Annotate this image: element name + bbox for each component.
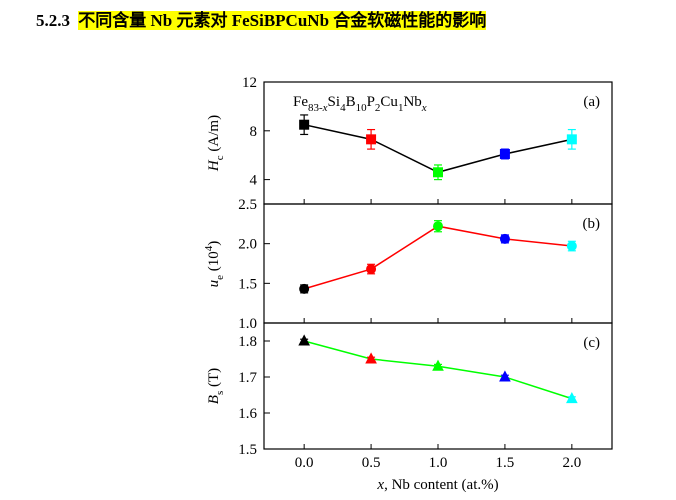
panel-3-ytick-label: 1.7 [238, 370, 257, 386]
panel-1-data-point [499, 148, 510, 159]
panel-3-y-axis-title: Bs (T) [206, 368, 226, 404]
panel-2-data-point [366, 264, 377, 275]
panel-2-ytick-label: 2.5 [238, 197, 257, 213]
panel-2-data-point [566, 241, 577, 252]
x-tick-label: 0.0 [295, 455, 314, 471]
panel-2-y-axis-title: ue (104) [203, 241, 226, 288]
panel-3-ytick-label: 1.5 [238, 442, 257, 458]
panel-2-ytick-label: 1.0 [238, 316, 257, 332]
panel-3-ytick-label: 1.8 [238, 334, 257, 350]
panel-1-ytick-label: 12 [242, 75, 257, 91]
panel-3-data-point [499, 370, 511, 382]
section-heading: 5.2.3 不同含量 Nb 元素对 FeSiBPCuNb 合金软磁性能的影响 [36, 6, 487, 31]
panel-2-data-point [499, 233, 510, 244]
x-tick-label: 2.0 [562, 455, 581, 471]
panel-2-series-line [303, 225, 572, 290]
panel-1-data-point [566, 134, 577, 145]
panel-1-label: (a) [583, 94, 600, 110]
section-title: 不同含量 Nb 元素对 FeSiBPCuNb 合金软磁性能的影响 [78, 11, 487, 30]
panel-1-data-point [299, 119, 310, 130]
panel-3-data-point [365, 352, 377, 364]
panel-2-data-point [299, 283, 310, 294]
panel-1-data-point [366, 134, 377, 145]
panel-1-ytick-label: 4 [250, 173, 258, 189]
panel-2-ytick-label: 1.5 [238, 276, 257, 292]
x-tick-label: 1.5 [496, 455, 515, 471]
panel-1-frame [263, 81, 613, 205]
panel-3-label: (c) [583, 335, 600, 351]
panel-1-data-point [433, 167, 443, 178]
panel-3-data-point [298, 334, 310, 346]
panel-1-y-axis-title: Hc (A/m) [206, 115, 226, 172]
panel-3-data-point [432, 359, 444, 371]
panel-2-data-point [433, 221, 443, 232]
x-axis-title: x, Nb content (at.%) [376, 477, 498, 493]
composition-label: Fe83-xSi4B10P2Cu1Nbx [293, 94, 427, 114]
panel-2-ytick-label: 2.0 [238, 237, 257, 253]
panel-2-label: (b) [583, 216, 601, 232]
section-number: 5.2.3 [36, 11, 70, 30]
panel-3-data-point [566, 392, 578, 404]
x-tick-label: 0.5 [362, 455, 381, 471]
x-tick-label: 1.0 [429, 455, 448, 471]
panel-3-ytick-label: 1.6 [238, 406, 257, 422]
panel-3-frame [263, 322, 613, 450]
panel-1-ytick-label: 8 [250, 124, 258, 140]
